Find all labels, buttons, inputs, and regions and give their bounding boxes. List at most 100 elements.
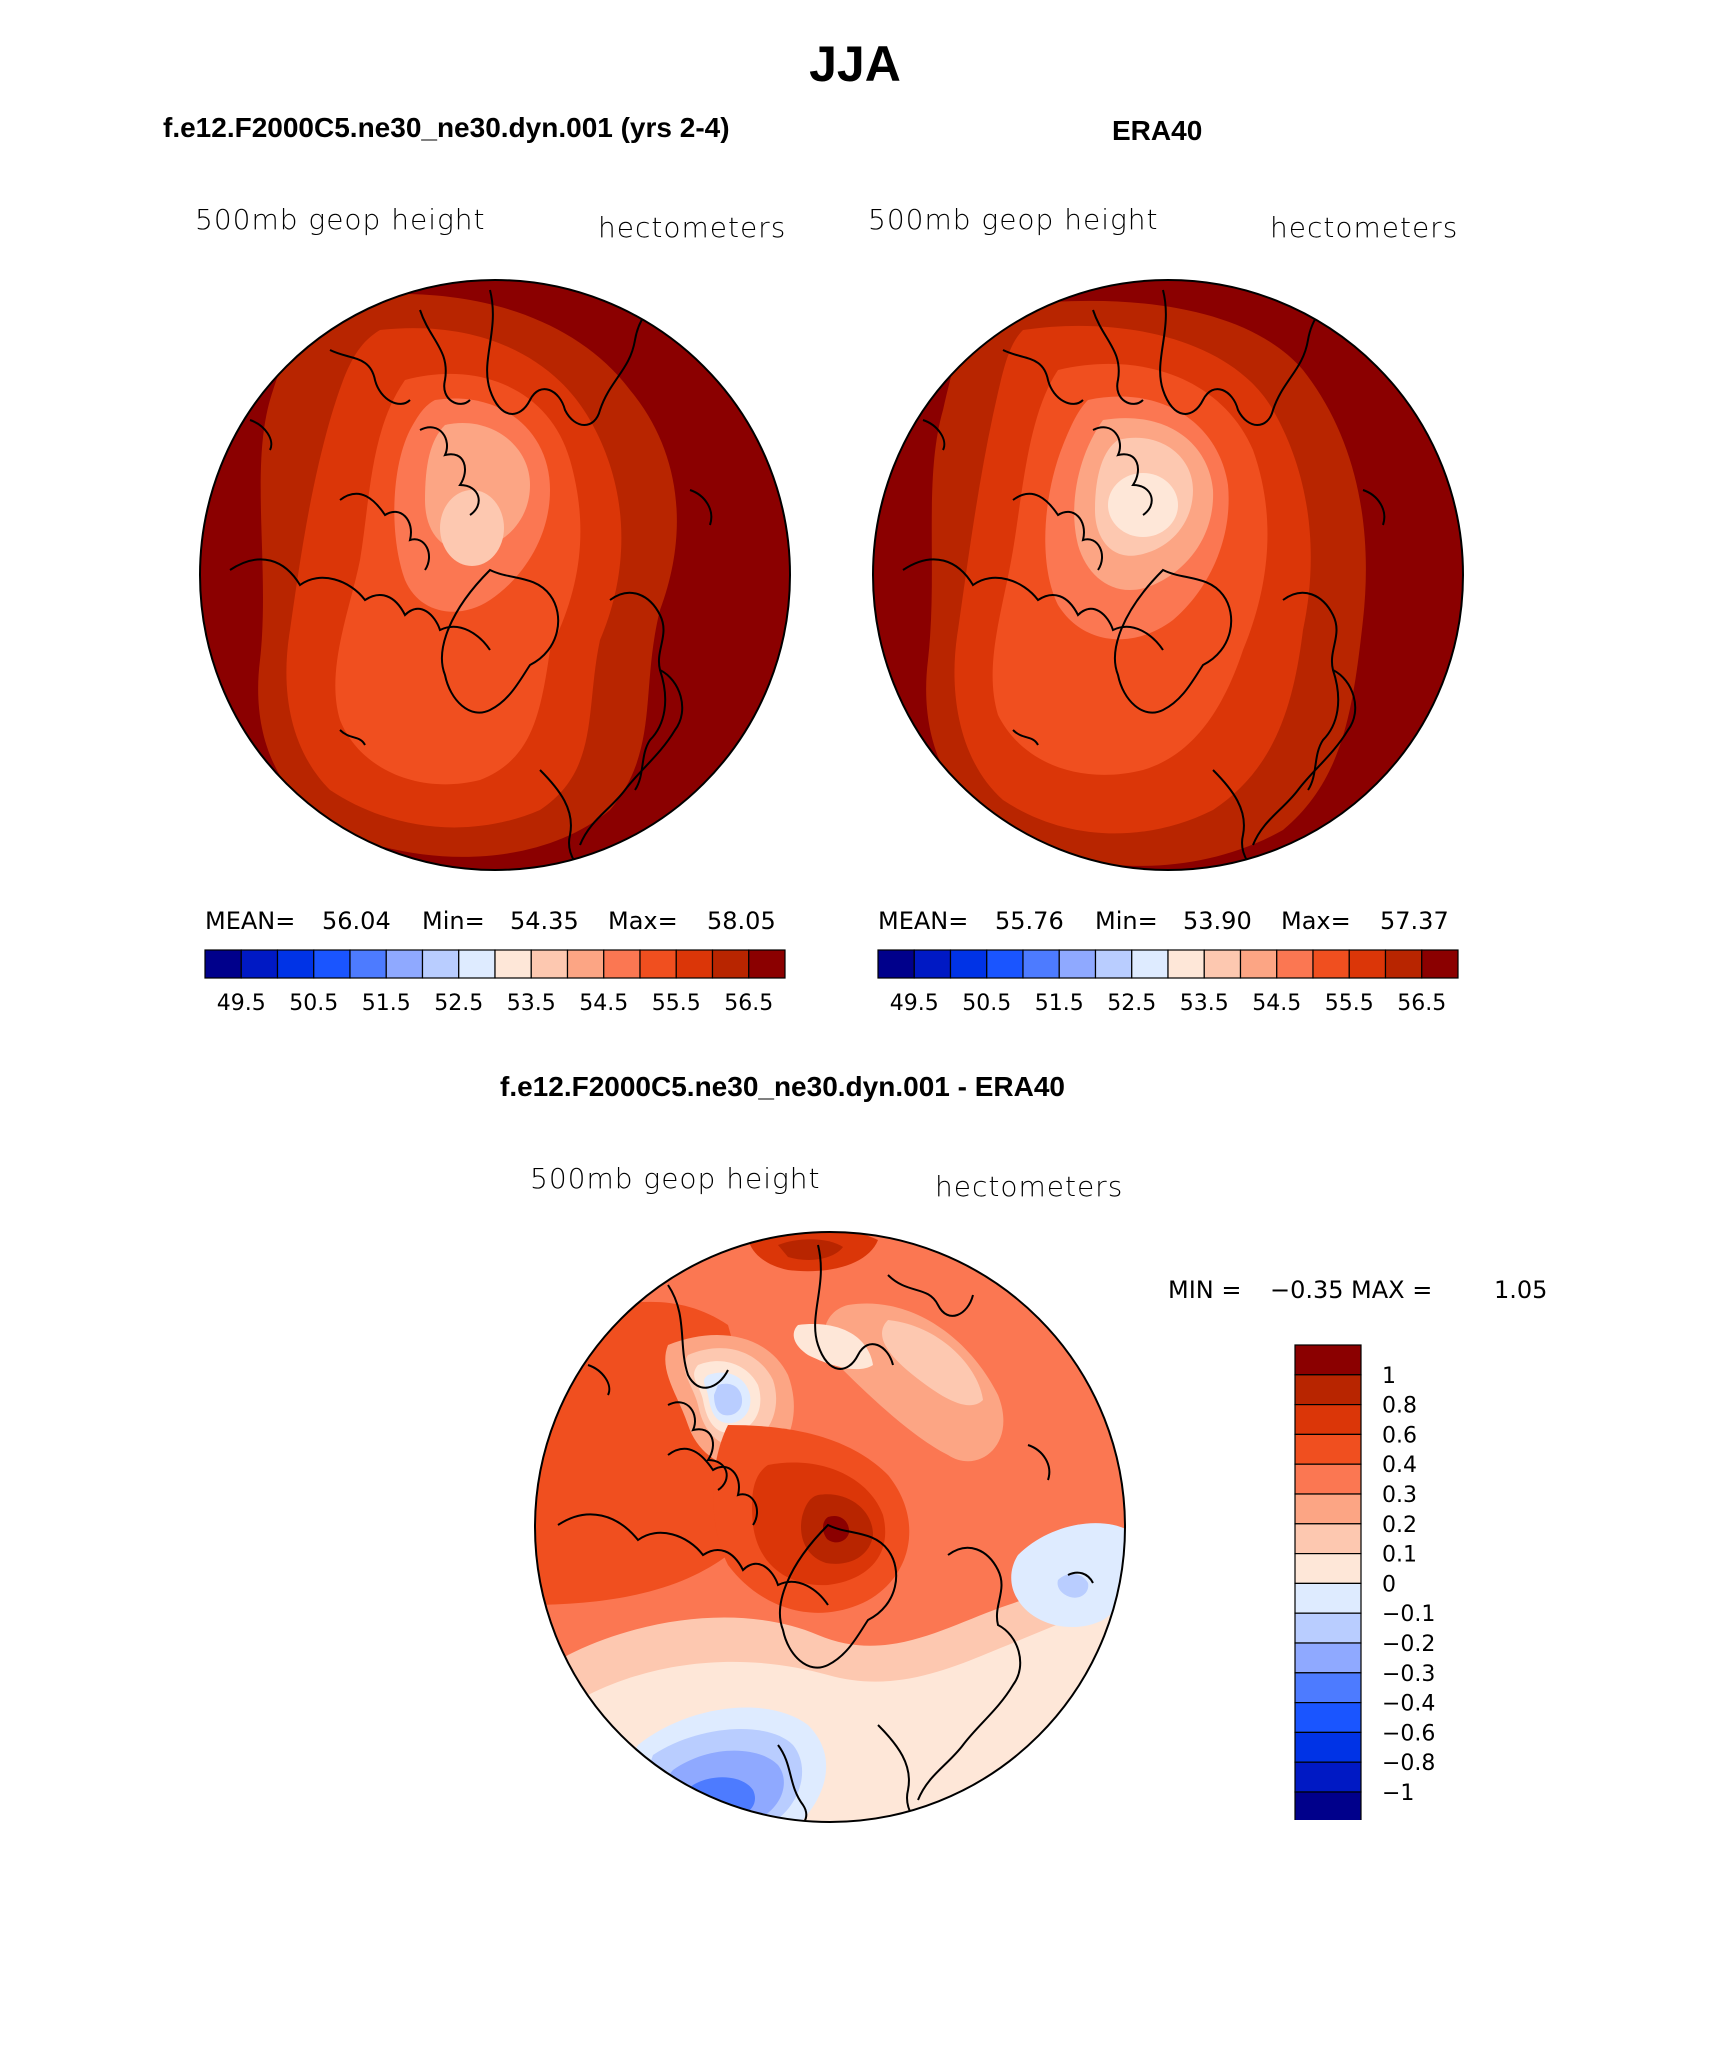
diff-max-label: MAX = [1351,1276,1433,1304]
main-title: JJA [809,36,901,92]
era40-colorbar-tick-label: 53.5 [1180,991,1229,1015]
era40-colorbar-box [1276,949,1314,979]
era40-colorbar-boxes [877,949,1459,979]
model-colorbar-box [603,949,641,979]
era40-min-label: Min= [1095,907,1158,935]
model-colorbar-tick-label: 49.5 [217,991,266,1015]
diff-colorbar-tick-label: −0.3 [1382,1662,1435,1687]
diff-colorbar-tick-label: 1 [1382,1364,1396,1389]
model-colorbar-box [349,949,387,979]
diff-coastlines [557,1244,1094,1822]
era40-max-label: Max= [1281,907,1351,935]
diff-colorbar-box [1294,1493,1362,1525]
model-colorbar-boxes [204,949,786,979]
diff-colorbar-tick-label: −0.4 [1382,1692,1435,1717]
era40-colorbar-box [1094,949,1133,979]
era40-colorbar-box [877,949,915,979]
era40-contour-fill [873,280,1463,870]
model-map-border [199,279,791,871]
diff-colorbar-box [1294,1582,1362,1614]
era40-colorbar: 49.5 50.5 51.5 52.5 53.5 54.5 55.5 56.5 [877,949,1459,1015]
era40-units-label: hectometers [1270,211,1459,244]
diff-colorbar-box [1294,1344,1362,1376]
era40-colorbar-box [1312,949,1350,979]
model-colorbar-box [711,949,750,979]
model-colorbar-box [240,949,279,979]
model-mean-label: MEAN= [205,907,296,935]
model-min-value: 54.35 [510,907,579,935]
diff-colorbar-tick-label: −0.2 [1382,1632,1435,1657]
diff-colorbar-box [1294,1612,1362,1644]
model-colorbar-tick-label: 52.5 [434,991,483,1015]
diff-colorbar-box [1294,1433,1362,1465]
era40-colorbar-box [1058,949,1097,979]
diff-colorbar-tick-label: 0.2 [1382,1513,1417,1538]
diff-colorbar-box [1294,1791,1362,1820]
era40-colorbar-tick-label: 51.5 [1035,991,1084,1015]
diff-colorbar-box [1294,1761,1362,1793]
model-colorbar-box [748,949,786,979]
era40-colorbar-box [1384,949,1423,979]
diff-colorbar-box [1294,1672,1362,1704]
diff-colorbar-box [1294,1702,1362,1734]
era40-colorbar-tick-label: 55.5 [1325,991,1374,1015]
era40-colorbar-box [1131,949,1169,979]
diff-colorbar-tick-label: −0.8 [1382,1751,1435,1776]
era40-mean-value: 55.76 [995,907,1064,935]
model-contour-fill [200,280,790,870]
era40-panel-title: ERA40 [1112,115,1203,146]
diff-colorbar-box [1294,1523,1362,1555]
model-colorbar-box [530,949,569,979]
model-colorbar-box [276,949,315,979]
model-colorbar-box [204,949,242,979]
diff-colorbar-box [1294,1403,1362,1435]
era40-mean-label: MEAN= [878,907,969,935]
diff-colorbar-tick-label: 0 [1382,1572,1396,1597]
model-colorbar-tick-label: 55.5 [652,991,701,1015]
diff-colorbar-tick-label: −0.1 [1382,1602,1435,1627]
model-colorbar-box [675,949,714,979]
model-colorbar-ticks: 49.5 50.5 51.5 52.5 53.5 54.5 55.5 56.5 [217,991,773,1015]
diff-colorbar-tick-label: −0.6 [1382,1721,1435,1746]
era40-colorbar-box [1203,949,1242,979]
diff-colorbar-box [1294,1374,1362,1406]
era40-colorbar-tick-label: 49.5 [890,991,939,1015]
diff-colorbar-ticks: 1 0.8 0.6 0.4 0.3 0.2 0.1 0 −0.1 −0.2 −0.3 −0.4 −0.6… [1382,1364,1435,1806]
era40-colorbar-box [949,949,988,979]
era40-colorbar-box [1239,949,1278,979]
model-colorbar-tick-label: 50.5 [289,991,338,1015]
model-colorbar: 49.5 50.5 51.5 52.5 53.5 54.5 55.5 56.5 [204,949,786,1015]
diff-polar-map [534,1231,1126,1823]
diff-colorbar: 1 0.8 0.6 0.4 0.3 0.2 0.1 0 −0.1 −0.2 −0.3 −0.4 −0.6… [1294,1344,1435,1820]
model-colorbar-box [494,949,532,979]
diff-contour-fill [535,1232,1125,1822]
diff-panel-title: f.e12.F2000C5.ne30_ne30.dyn.001 - ERA40 [500,1071,1065,1102]
diff-colorbar-box [1294,1642,1362,1674]
model-colorbar-tick-label: 54.5 [579,991,628,1015]
era40-coastlines [902,289,1386,870]
model-colorbar-box [639,949,677,979]
diff-variable-label: 500mb geop height [530,1162,821,1195]
model-mean-value: 56.04 [322,907,391,935]
diff-units-label: hectometers [935,1170,1124,1203]
diff-max-value: 1.05 [1494,1276,1548,1304]
model-colorbar-tick-label: 51.5 [362,991,411,1015]
diff-colorbar-tick-label: 0.3 [1382,1483,1417,1508]
era40-colorbar-box [1167,949,1205,979]
era40-variable-label: 500mb geop height [868,203,1159,236]
era40-polar-map [872,279,1464,871]
diff-colorbar-tick-label: 0.8 [1382,1394,1417,1419]
era40-colorbar-box [1421,949,1459,979]
era40-colorbar-box [913,949,952,979]
model-max-value: 58.05 [707,907,776,935]
model-colorbar-box [458,949,496,979]
era40-colorbar-tick-label: 50.5 [962,991,1011,1015]
diff-min-value: −0.35 [1270,1276,1344,1304]
era40-max-value: 57.37 [1380,907,1449,935]
era40-map-border [872,279,1464,871]
model-colorbar-box [313,949,351,979]
era40-colorbar-tick-label: 54.5 [1252,991,1301,1015]
model-units-label: hectometers [598,211,787,244]
model-colorbar-tick-label: 53.5 [507,991,556,1015]
diff-min-label: MIN = [1168,1276,1242,1304]
